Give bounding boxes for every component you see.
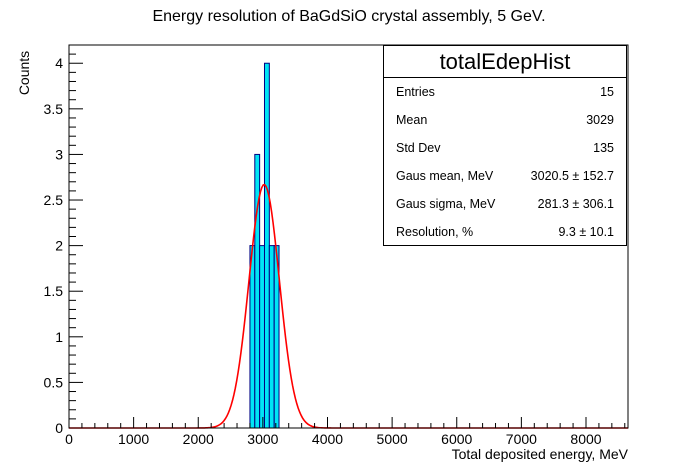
chart-title: Energy resolution of BaGdSiO crystal ass… (152, 8, 546, 25)
y-axis-label: Counts (16, 50, 32, 96)
y-tick-label: 3.5 (44, 101, 64, 117)
x-tick-label: 1000 (118, 431, 149, 447)
x-tick-label: 5000 (377, 431, 408, 447)
stats-row-entries: Entries 15 (384, 78, 626, 106)
y-tick-label: 2 (55, 238, 63, 254)
stats-row-std-dev: Std Dev 135 (384, 134, 626, 162)
x-tick-label: 7000 (506, 431, 537, 447)
stats-label: Resolution, % (396, 225, 474, 239)
stats-title: totalEdepHist (384, 46, 626, 78)
histogram-bar (263, 62, 270, 429)
y-tick-label: 1 (55, 329, 63, 345)
x-tick-label: 2000 (183, 431, 214, 447)
stats-label: Std Dev (396, 141, 441, 155)
x-tick-label: 0 (65, 431, 73, 447)
y-tick-label: 1.5 (44, 283, 64, 299)
x-tick-label: 3000 (247, 431, 278, 447)
stats-value: 15 (600, 85, 614, 99)
stats-value: 3029 (586, 113, 614, 127)
y-tick-label: 2.5 (44, 192, 64, 208)
stats-row-gaus-sigma: Gaus sigma, MeV 281.3 ± 306.1 (384, 190, 626, 218)
stats-label: Gaus mean, MeV (396, 169, 494, 183)
histogram-bar (268, 245, 275, 429)
histogram-bar (259, 245, 265, 429)
y-tick-label: 3 (55, 146, 63, 162)
stats-value: 3020.5 ± 152.7 (530, 169, 614, 183)
stats-box: totalEdepHist Entries 15 Mean 3029 Std D… (383, 45, 627, 246)
stats-row-resolution: Resolution, % 9.3 ± 10.1 (384, 218, 626, 246)
y-tick-label: 0.5 (44, 374, 64, 390)
stats-row-mean: Mean 3029 (384, 106, 626, 134)
histogram-bar (249, 245, 256, 429)
stats-label: Entries (396, 85, 435, 99)
x-tick-label: 8000 (570, 431, 601, 447)
x-axis-label: Total deposited energy, MeV (451, 446, 628, 462)
stats-label: Gaus sigma, MeV (396, 197, 496, 211)
stats-value: 135 (593, 141, 614, 155)
x-tick-label: 4000 (312, 431, 343, 447)
stats-value: 9.3 ± 10.1 (558, 225, 614, 239)
y-tick-label: 4 (55, 55, 63, 71)
stats-value: 281.3 ± 306.1 (537, 197, 614, 211)
x-tick-label: 6000 (441, 431, 472, 447)
stats-label: Mean (396, 113, 428, 127)
stats-row-gaus-mean: Gaus mean, MeV 3020.5 ± 152.7 (384, 162, 626, 190)
y-tick-label: 0 (55, 420, 63, 436)
